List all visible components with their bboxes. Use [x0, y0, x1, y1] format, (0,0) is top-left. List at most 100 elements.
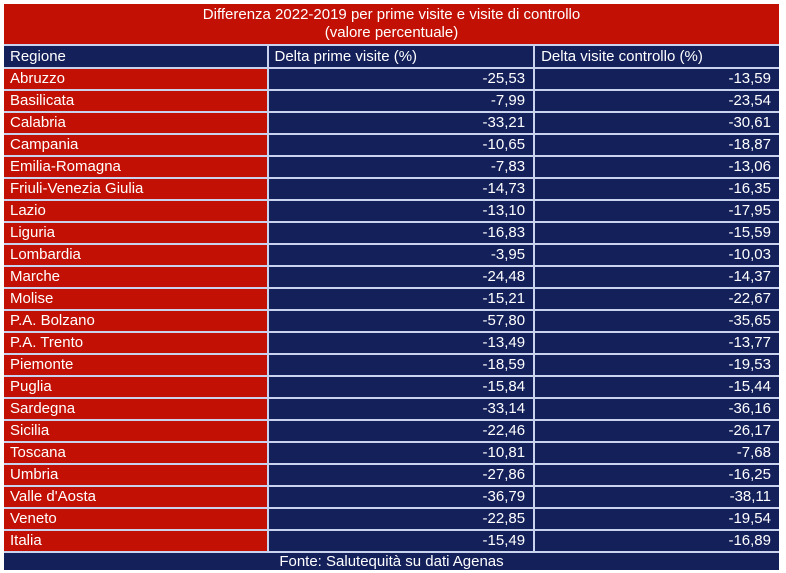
region-cell: Emilia-Romagna	[3, 155, 269, 179]
table-title: Differenza 2022-2019 per prime visite e …	[3, 3, 780, 46]
source-row: Fonte: Salutequità su dati Agenas	[3, 551, 780, 571]
column-header-delta-prime-visite: Delta prime visite (%)	[266, 44, 536, 69]
region-cell: Veneto	[3, 507, 269, 531]
table-row: Campania -10,65 -18,87	[3, 133, 780, 157]
source-note: Fonte: Salutequità su dati Agenas	[3, 551, 780, 571]
delta-visite-controllo-cell: -35,65	[533, 309, 780, 333]
delta-visite-controllo-cell: -38,11	[533, 485, 780, 509]
table-row: Piemonte -18,59 -19,53	[3, 353, 780, 377]
table-row: Puglia -15,84 -15,44	[3, 375, 780, 399]
table-row: Lombardia -3,95 -10,03	[3, 243, 780, 267]
table-row: Italia -15,49 -16,89	[3, 529, 780, 553]
delta-visite-controllo-cell: -36,16	[533, 397, 780, 421]
table-title-line1: Differenza 2022-2019 per prime visite e …	[202, 6, 581, 23]
delta-visite-controllo-cell: -15,44	[533, 375, 780, 399]
regional-delta-table: Differenza 2022-2019 per prime visite e …	[3, 3, 780, 571]
delta-prime-visite-cell: -13,10	[266, 199, 536, 223]
delta-prime-visite-cell: -10,65	[266, 133, 536, 157]
delta-prime-visite-cell: -33,14	[266, 397, 536, 421]
table-row: Molise -15,21 -22,67	[3, 287, 780, 311]
delta-prime-visite-cell: -57,80	[266, 309, 536, 333]
delta-visite-controllo-cell: -19,54	[533, 507, 780, 531]
table-row: Friuli-Venezia Giulia -14,73 -16,35	[3, 177, 780, 201]
delta-prime-visite-cell: -14,73	[266, 177, 536, 201]
table-row: Calabria -33,21 -30,61	[3, 111, 780, 135]
table-row: Marche -24,48 -14,37	[3, 265, 780, 289]
delta-prime-visite-cell: -16,83	[266, 221, 536, 245]
table-row: P.A. Bolzano -57,80 -35,65	[3, 309, 780, 333]
region-cell: Sardegna	[3, 397, 269, 421]
table-row: Umbria -27,86 -16,25	[3, 463, 780, 487]
table-row: Toscana -10,81 -7,68	[3, 441, 780, 465]
delta-prime-visite-cell: -7,99	[266, 89, 536, 113]
delta-visite-controllo-cell: -13,06	[533, 155, 780, 179]
region-cell: Lazio	[3, 199, 269, 223]
region-cell: Liguria	[3, 221, 269, 245]
delta-prime-visite-cell: -3,95	[266, 243, 536, 267]
column-header-regione: Regione	[3, 44, 269, 69]
delta-prime-visite-cell: -7,83	[266, 155, 536, 179]
delta-visite-controllo-cell: -19,53	[533, 353, 780, 377]
delta-prime-visite-cell: -22,85	[266, 507, 536, 531]
delta-visite-controllo-cell: -15,59	[533, 221, 780, 245]
delta-prime-visite-cell: -15,84	[266, 375, 536, 399]
delta-visite-controllo-cell: -16,25	[533, 463, 780, 487]
region-cell: Basilicata	[3, 89, 269, 113]
region-cell: P.A. Bolzano	[3, 309, 269, 333]
delta-prime-visite-cell: -36,79	[266, 485, 536, 509]
delta-prime-visite-cell: -22,46	[266, 419, 536, 443]
delta-prime-visite-cell: -24,48	[266, 265, 536, 289]
table-row: Lazio -13,10 -17,95	[3, 199, 780, 223]
delta-prime-visite-cell: -15,21	[266, 287, 536, 311]
region-cell: Campania	[3, 133, 269, 157]
delta-visite-controllo-cell: -23,54	[533, 89, 780, 113]
table-row: Valle d'Aosta -36,79 -38,11	[3, 485, 780, 509]
region-cell: Italia	[3, 529, 269, 553]
region-cell: Piemonte	[3, 353, 269, 377]
region-cell: Marche	[3, 265, 269, 289]
delta-visite-controllo-cell: -17,95	[533, 199, 780, 223]
table-row: Basilicata -7,99 -23,54	[3, 89, 780, 113]
delta-prime-visite-cell: -15,49	[266, 529, 536, 553]
delta-visite-controllo-cell: -18,87	[533, 133, 780, 157]
region-cell: Valle d'Aosta	[3, 485, 269, 509]
delta-prime-visite-cell: -13,49	[266, 331, 536, 355]
delta-prime-visite-cell: -18,59	[266, 353, 536, 377]
region-cell: Puglia	[3, 375, 269, 399]
table-title-row: Differenza 2022-2019 per prime visite e …	[3, 3, 780, 46]
region-cell: Abruzzo	[3, 67, 269, 91]
region-cell: Sicilia	[3, 419, 269, 443]
delta-visite-controllo-cell: -7,68	[533, 441, 780, 465]
delta-prime-visite-cell: -25,53	[266, 67, 536, 91]
delta-visite-controllo-cell: -13,59	[533, 67, 780, 91]
delta-prime-visite-cell: -27,86	[266, 463, 536, 487]
delta-visite-controllo-cell: -14,37	[533, 265, 780, 289]
region-cell: Calabria	[3, 111, 269, 135]
table-title-line2: (valore percentuale)	[324, 24, 459, 41]
region-cell: Umbria	[3, 463, 269, 487]
delta-visite-controllo-cell: -10,03	[533, 243, 780, 267]
table-row: Liguria -16,83 -15,59	[3, 221, 780, 245]
column-header-delta-visite-controllo: Delta visite controllo (%)	[533, 44, 780, 69]
table-row: Emilia-Romagna -7,83 -13,06	[3, 155, 780, 179]
table-row: Abruzzo -25,53 -13,59	[3, 67, 780, 91]
delta-prime-visite-cell: -10,81	[266, 441, 536, 465]
region-cell: Toscana	[3, 441, 269, 465]
region-cell: Friuli-Venezia Giulia	[3, 177, 269, 201]
table-row: P.A. Trento -13,49 -13,77	[3, 331, 780, 355]
region-cell: Molise	[3, 287, 269, 311]
column-header-row: Regione Delta prime visite (%) Delta vis…	[3, 44, 780, 69]
delta-visite-controllo-cell: -26,17	[533, 419, 780, 443]
table-row: Sardegna -33,14 -36,16	[3, 397, 780, 421]
region-cell: P.A. Trento	[3, 331, 269, 355]
table-row: Veneto -22,85 -19,54	[3, 507, 780, 531]
table-row: Sicilia -22,46 -26,17	[3, 419, 780, 443]
delta-visite-controllo-cell: -16,35	[533, 177, 780, 201]
region-cell: Lombardia	[3, 243, 269, 267]
delta-prime-visite-cell: -33,21	[266, 111, 536, 135]
delta-visite-controllo-cell: -22,67	[533, 287, 780, 311]
delta-visite-controllo-cell: -16,89	[533, 529, 780, 553]
delta-visite-controllo-cell: -30,61	[533, 111, 780, 135]
delta-visite-controllo-cell: -13,77	[533, 331, 780, 355]
